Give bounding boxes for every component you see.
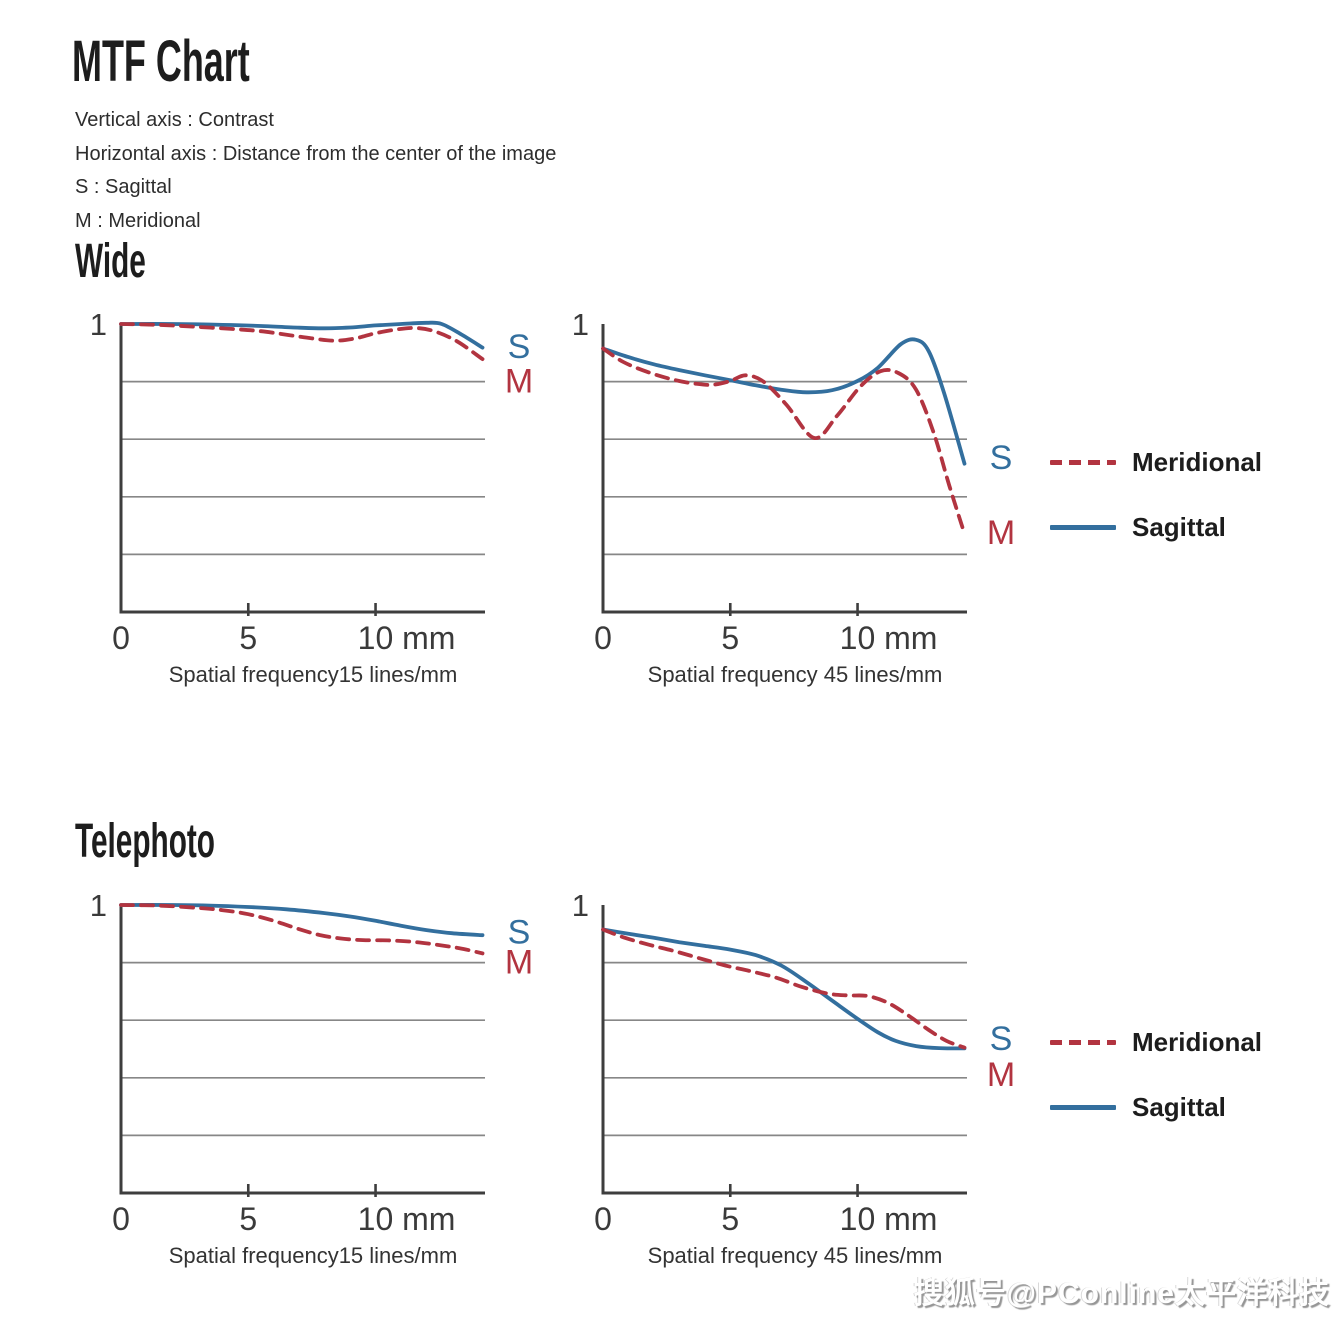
x-tick-label: 0: [594, 1201, 612, 1237]
sagittal-curve-label: S: [508, 913, 531, 951]
chart-telephoto-15-svg: 0 5 10 mm 1 SM: [90, 891, 533, 1237]
chart-wide-15: 0 5 10 mm 1 S M Spatial frequency15 lines/mm: [75, 310, 545, 688]
meridional-line-sample: [1050, 1040, 1116, 1045]
x-tick-label: 10 mm: [840, 620, 938, 656]
x-tick-label: 5: [239, 1201, 257, 1237]
sagittal-curve-label: S: [990, 439, 1013, 477]
section-title-wide-text: Wide: [75, 235, 146, 288]
sagittal-curve: [119, 320, 485, 350]
sagittal-curve-label: S: [990, 1020, 1013, 1058]
legend-item-meridional: Meridional: [1050, 1027, 1262, 1058]
desc-line-horizontal-axis: Horizontal axis : Distance from the cent…: [75, 142, 557, 165]
sagittal-curve: [601, 337, 967, 466]
watermark: 搜狐号@PConline太平洋科技: [913, 1277, 1330, 1310]
x-tick-label: 5: [239, 620, 257, 656]
chart-wide-45: 0 5 10 mm 1 S M Spatial frequency 45 lines/mm: [557, 310, 1027, 688]
chart-caption: Spatial frequency 45 lines/mm: [647, 1243, 943, 1268]
meridional-curve-label: M: [505, 363, 533, 401]
desc-line-meridional: M : Meridional: [75, 209, 201, 232]
meridional-curve: [601, 927, 967, 1050]
chart-wide-45-svg: 0 5 10 mm 1 SM: [572, 310, 1015, 656]
axes: [601, 905, 967, 1195]
desc-line-sagittal: S : Sagittal: [75, 176, 172, 198]
x-tick-label: 10 mm: [358, 1201, 456, 1237]
axes: [119, 324, 485, 614]
x-tick-label: 0: [112, 1201, 130, 1237]
y-axis-top-label: 1: [572, 310, 589, 342]
x-tick-label: 10 mm: [840, 1201, 938, 1237]
y-axis-top-label: 1: [90, 310, 107, 342]
meridional-curve-label: M: [987, 514, 1015, 552]
meridional-line-sample: [1050, 460, 1116, 465]
axes: [601, 324, 967, 614]
meridional-curve: [601, 346, 967, 536]
page-title: MTF Chart: [72, 28, 359, 95]
legend-item-sagittal: Sagittal: [1050, 1092, 1262, 1123]
chart-wide-15-svg: 0 5 10 mm 1 SM: [90, 310, 533, 656]
chart-caption: Spatial frequency 45 lines/mm: [647, 662, 943, 687]
meridional-curve: [119, 322, 485, 361]
chart-caption: Spatial frequency15 lines/mm: [168, 1243, 458, 1268]
section-title-telephoto-text: Telephoto: [75, 815, 215, 868]
sagittal-curve: [119, 903, 485, 938]
sagittal-curve-label: S: [508, 328, 531, 366]
sagittal-curve: [601, 927, 967, 1051]
chart-caption: Spatial frequency15 lines/mm: [168, 662, 458, 687]
meridional-curve: [119, 903, 485, 956]
legend-wide: Meridional Sagittal: [1050, 447, 1262, 577]
x-tick-label: 0: [594, 620, 612, 656]
x-tick-label: 5: [721, 620, 739, 656]
sagittal-line-sample: [1050, 525, 1116, 530]
chart-telephoto-15: 0 5 10 mm 1 S M Spatial frequency15 lines/mm: [75, 891, 545, 1269]
legend-item-meridional: Meridional: [1050, 447, 1262, 478]
y-axis-top-label: 1: [90, 891, 107, 923]
page-title-text: MTF Chart: [72, 29, 250, 94]
legend-telephoto: Meridional Sagittal: [1050, 1027, 1262, 1157]
legend-label-sagittal: Sagittal: [1132, 1092, 1226, 1122]
legend-label-sagittal: Sagittal: [1132, 512, 1226, 542]
chart-telephoto-45-svg: 0 5 10 mm 1 SM: [572, 891, 1015, 1237]
x-tick-label: 5: [721, 1201, 739, 1237]
meridional-curve-label: M: [505, 944, 533, 982]
legend-label-meridional: Meridional: [1132, 447, 1263, 477]
axis-description: Vertical axis : Contrast Horizontal axis…: [75, 104, 556, 238]
legend-item-sagittal: Sagittal: [1050, 512, 1262, 543]
meridional-curve-label: M: [987, 1056, 1015, 1094]
axes: [119, 905, 485, 1195]
chart-telephoto-45: 0 5 10 mm 1 S M Spatial frequency 45 lines/mm: [557, 891, 1027, 1269]
x-tick-label: 10 mm: [358, 620, 456, 656]
legend-label-meridional: Meridional: [1132, 1027, 1263, 1057]
y-axis-top-label: 1: [572, 891, 589, 923]
x-tick-label: 0: [112, 620, 130, 656]
desc-line-vertical-axis: Vertical axis : Contrast: [75, 109, 274, 131]
sagittal-line-sample: [1050, 1105, 1116, 1110]
section-title-wide: Wide: [75, 234, 189, 289]
section-title-telephoto: Telephoto: [75, 814, 301, 869]
